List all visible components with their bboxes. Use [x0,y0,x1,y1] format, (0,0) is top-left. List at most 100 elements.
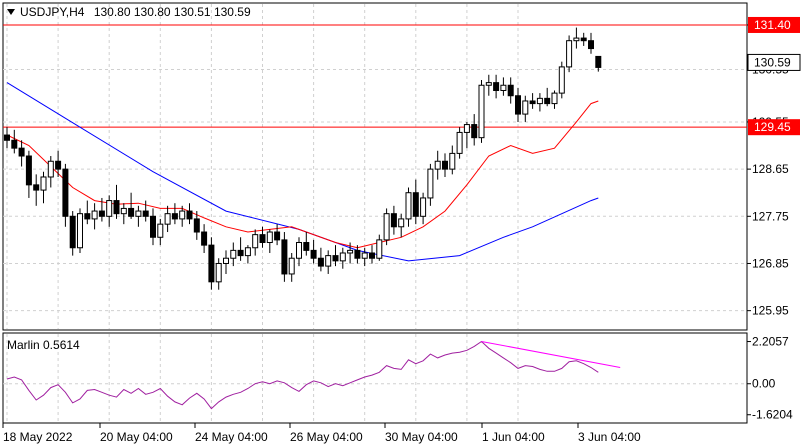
candle [478,80,485,143]
candle [230,242,237,267]
candle-body [544,97,551,105]
candle-body [40,176,47,191]
symbol-label: USDJPY,H4 [20,5,85,19]
candle [128,192,135,219]
candle [354,245,361,264]
candle [442,153,448,177]
candle-body [317,257,324,267]
candle-body [201,231,208,246]
candle-body [412,192,419,217]
candle [485,74,492,96]
candle [84,200,91,225]
candle [208,237,215,290]
divergence-line[interactable] [481,340,621,368]
candle-body [398,218,405,228]
candle-body [274,231,281,241]
candle [171,203,178,225]
candle [412,179,419,225]
chart-header: USDJPY,H4 130.80 130.80 130.51 130.59 [7,5,251,19]
main-panel[interactable] [2,2,748,331]
time-tick-label: 30 May 04:00 [385,430,458,444]
candle-body [4,134,10,141]
candle [266,229,273,253]
price-tick-label: 126.85 [752,256,789,270]
candle-body [113,200,120,215]
candle-body [303,242,310,251]
candle-body [551,92,558,105]
candle [186,203,193,225]
candle-body [69,215,76,249]
level-price-box [748,119,800,136]
candle-body [485,82,492,86]
candle [500,77,507,96]
current-price-label: 130.59 [754,55,791,69]
candle-body [120,207,127,215]
candle [434,150,441,180]
candle-body [471,124,478,139]
candle-body [208,244,215,283]
candle-body [266,231,273,244]
indicator-tick-label: -1.6204 [752,408,793,422]
candle [69,211,76,256]
candle [595,55,602,72]
candle [296,237,302,267]
candle-body [566,40,573,68]
candle [405,187,412,227]
candle-body [536,97,543,105]
candle [558,61,565,99]
candle [573,27,580,49]
candle [310,239,317,264]
candle [376,234,383,261]
time-tick-label: 1 Jun 04:00 [482,430,545,444]
candle [33,174,40,206]
candle [390,205,397,235]
candle-body [463,124,470,133]
candle [91,203,98,230]
candle [120,203,127,225]
candle [361,247,368,267]
candle [566,35,573,73]
indicator-axis[interactable]: 2.2057 0.00 -1.6204 [747,335,793,422]
candle-body [47,160,54,178]
candle [40,171,47,204]
candle-body [478,84,485,139]
candle-body [361,252,368,259]
candle-body [128,207,135,217]
time-axis[interactable]: 18 May 2022 20 May 04:00 24 May 04:00 26 Ma… [2,423,641,444]
ma-slow [6,82,599,262]
candle-body [595,55,602,68]
candle [325,250,332,274]
candle [288,252,295,282]
candle [471,114,478,146]
candle [274,224,281,246]
indicator-panel[interactable] [2,332,748,424]
candle-body [91,210,98,220]
marlin-line [6,340,599,410]
candle-body [11,139,18,149]
candle-body [339,252,346,262]
candle-body [33,184,40,191]
candle-body [427,168,434,199]
candle-body [420,197,427,217]
candle-body [77,213,83,249]
price-axis[interactable]: 131.40130.55129.55128.65127.75126.85125.… [747,16,801,318]
candle [164,205,171,233]
time-tick-label: 18 May 2022 [3,430,73,444]
candle [536,93,543,112]
candle-body [84,213,91,220]
indicator-tick-label: 2.2057 [752,335,789,349]
collapse-triangle-icon[interactable] [7,9,15,15]
candle [398,213,405,238]
candle-body [515,95,521,115]
candle [55,150,62,177]
candle [106,195,113,227]
candle [317,247,324,272]
candle-body [55,160,62,170]
candle-body [296,242,302,259]
horizontal-lines[interactable] [3,24,747,128]
candle-body [332,255,339,262]
candle [113,184,120,219]
candle-body [281,239,288,275]
candle-body [449,152,456,170]
